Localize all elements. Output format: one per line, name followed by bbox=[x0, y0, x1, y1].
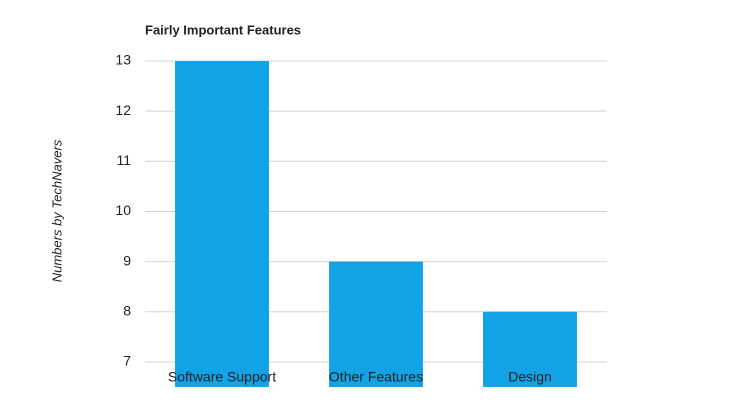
y-tick-label: 12 bbox=[115, 102, 131, 118]
y-tick-label: 8 bbox=[123, 302, 131, 318]
bar bbox=[483, 311, 577, 387]
bar bbox=[329, 261, 423, 387]
x-tick-label: Design bbox=[508, 369, 552, 385]
chart-title: Fairly Important Features bbox=[145, 22, 301, 37]
y-tick-label: 13 bbox=[115, 52, 131, 68]
x-tick-label: Other Features bbox=[329, 369, 423, 385]
x-tick-label: Software Support bbox=[168, 369, 276, 385]
y-tick-label: 9 bbox=[123, 252, 131, 268]
y-tick-label: 7 bbox=[123, 353, 131, 369]
y-tick-label: 10 bbox=[115, 202, 131, 218]
bar bbox=[175, 61, 269, 387]
y-axis-label: Numbers by TechNavers bbox=[49, 139, 64, 282]
y-tick-label: 11 bbox=[116, 152, 131, 168]
